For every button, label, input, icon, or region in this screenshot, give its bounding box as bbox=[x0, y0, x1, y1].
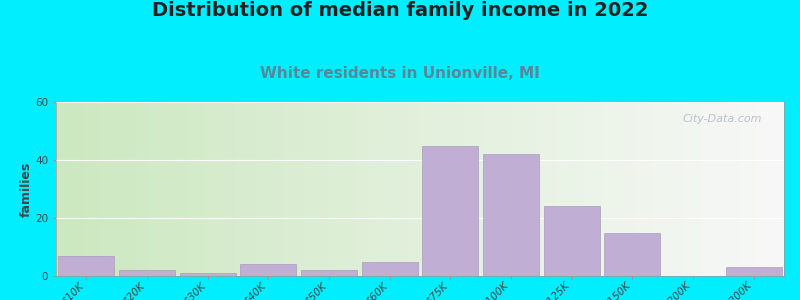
Bar bbox=[119, 270, 175, 276]
Bar bbox=[544, 206, 599, 276]
Bar bbox=[180, 273, 235, 276]
Bar bbox=[362, 262, 418, 276]
Bar bbox=[483, 154, 539, 276]
Text: City-Data.com: City-Data.com bbox=[682, 114, 762, 124]
Text: White residents in Unionville, MI: White residents in Unionville, MI bbox=[260, 66, 540, 81]
Y-axis label: families: families bbox=[19, 161, 33, 217]
Bar bbox=[605, 232, 660, 276]
Bar bbox=[58, 256, 114, 276]
Bar bbox=[726, 267, 782, 276]
Bar bbox=[241, 264, 296, 276]
Text: Distribution of median family income in 2022: Distribution of median family income in … bbox=[152, 2, 648, 20]
Bar bbox=[301, 270, 357, 276]
Bar bbox=[422, 146, 478, 276]
